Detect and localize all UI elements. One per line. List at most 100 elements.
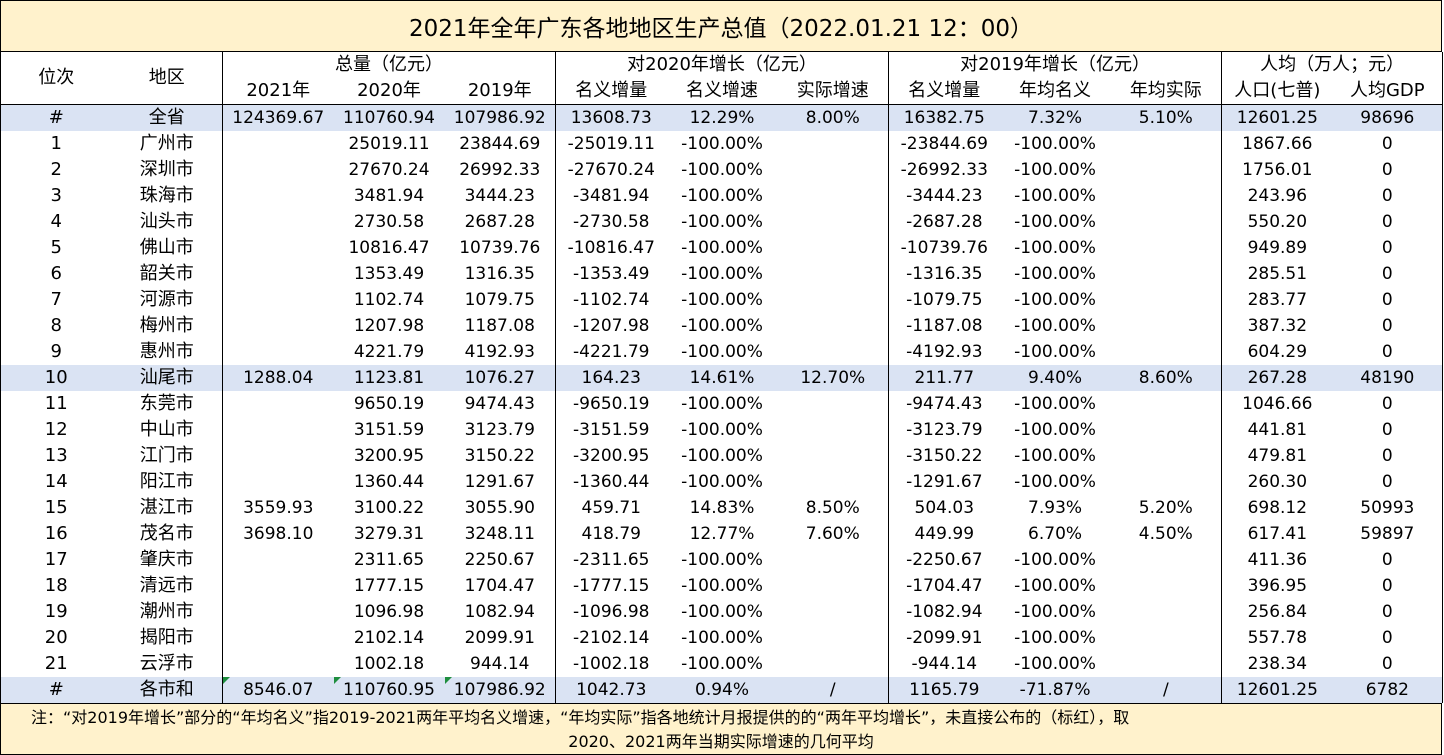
cell-value[interactable]: -2250.67 xyxy=(906,550,983,570)
header-col-2020[interactable]: 2020年 xyxy=(333,78,445,105)
cell-value[interactable] xyxy=(223,339,334,365)
cell-region[interactable]: 深圳市 xyxy=(111,157,223,183)
cell-value[interactable] xyxy=(223,131,334,157)
cell-value[interactable]: 6782 xyxy=(1332,677,1444,703)
cell-value[interactable]: 0 xyxy=(1332,235,1444,261)
cell-value[interactable]: -23844.69 xyxy=(900,134,988,154)
cell-value[interactable] xyxy=(223,287,334,313)
cell-value[interactable]: 1076.27 xyxy=(444,365,557,391)
cell-value[interactable] xyxy=(223,235,334,261)
cell-value[interactable]: 5.20% xyxy=(1110,495,1223,521)
cell-value[interactable]: -100.00% xyxy=(1014,420,1096,440)
cell-value[interactable]: 3150.22 xyxy=(444,443,557,469)
cell-value[interactable]: -100.00% xyxy=(681,628,763,648)
cell-value[interactable]: 7.60% xyxy=(777,521,890,547)
cell-value[interactable]: 0 xyxy=(1332,547,1444,573)
cell-value[interactable]: -1360.44 xyxy=(573,472,650,492)
cell-value[interactable] xyxy=(1110,599,1223,625)
cell-value[interactable]: 557.78 xyxy=(1247,628,1308,648)
cell-value[interactable]: -100.00% xyxy=(681,576,763,596)
cell-value[interactable]: -1082.94 xyxy=(906,602,983,622)
cell-value[interactable]: -100.00% xyxy=(1014,654,1096,674)
cell-value[interactable] xyxy=(1110,339,1223,365)
cell-value[interactable]: -1187.08 xyxy=(906,316,983,336)
cell-value[interactable]: -2099.91 xyxy=(906,628,983,648)
cell-value[interactable]: 0 xyxy=(1332,443,1444,469)
cell-value[interactable]: -25019.11 xyxy=(567,134,655,154)
cell-value[interactable] xyxy=(777,261,890,287)
cell-value[interactable]: -10816.47 xyxy=(567,238,655,258)
cell-value[interactable]: 27670.24 xyxy=(348,160,430,180)
cell-value[interactable] xyxy=(223,417,334,443)
cell-value[interactable]: -2687.28 xyxy=(906,212,983,232)
cell-value[interactable]: 459.71 xyxy=(581,498,641,518)
cell-rank[interactable]: 10 xyxy=(0,365,112,391)
cell-value[interactable] xyxy=(777,157,890,183)
cell-value[interactable]: -100.00% xyxy=(681,134,763,154)
cell-value[interactable]: 12601.25 xyxy=(1221,104,1333,131)
cell-value[interactable] xyxy=(777,131,890,157)
cell-value[interactable]: -100.00% xyxy=(1014,576,1096,596)
cell-rank[interactable]: 2 xyxy=(0,157,112,183)
cell-region[interactable]: 肇庆市 xyxy=(111,547,223,573)
cell-rank[interactable]: 13 xyxy=(0,443,112,469)
cell-value[interactable]: 243.96 xyxy=(1247,186,1308,206)
cell-value[interactable]: 1002.18 xyxy=(353,654,425,674)
cell-value[interactable]: 0 xyxy=(1332,209,1444,235)
cell-value[interactable]: 449.99 xyxy=(914,524,975,544)
cell-value[interactable]: 14.83% xyxy=(689,498,755,518)
cell-value[interactable]: 4.50% xyxy=(1110,521,1223,547)
cell-region[interactable]: 汕头市 xyxy=(111,209,223,235)
cell-value[interactable]: 3200.95 xyxy=(353,446,425,466)
cell-value[interactable]: 4192.93 xyxy=(444,339,557,365)
cell-value[interactable]: -100.00% xyxy=(681,238,763,258)
cell-value[interactable] xyxy=(223,157,334,183)
cell-value[interactable]: 124369.67 xyxy=(222,104,334,131)
cell-value[interactable]: 604.29 xyxy=(1247,342,1308,362)
header-col-nominal-rate-2020[interactable]: 名义增速 xyxy=(666,78,778,105)
cell-region[interactable]: 湛江市 xyxy=(111,495,223,521)
cell-value[interactable]: 944.14 xyxy=(444,651,557,677)
cell-value[interactable] xyxy=(777,391,890,417)
cell-region[interactable]: 佛山市 xyxy=(111,235,223,261)
cell-value[interactable]: 1756.01 xyxy=(1242,160,1313,180)
cell-rank[interactable]: 11 xyxy=(0,391,112,417)
cell-region[interactable]: 惠州市 xyxy=(111,339,223,365)
cell-region[interactable]: 潮州市 xyxy=(111,599,223,625)
cell-value[interactable]: -100.00% xyxy=(1014,186,1096,206)
cell-rank[interactable]: 14 xyxy=(0,469,112,495)
cell-region[interactable]: 广州市 xyxy=(111,131,223,157)
cell-rank[interactable]: 6 xyxy=(0,261,112,287)
cell-value[interactable]: -3123.79 xyxy=(906,420,983,440)
cell-value[interactable]: 3055.90 xyxy=(444,495,557,521)
cell-value[interactable] xyxy=(1110,209,1223,235)
cell-value[interactable]: 396.95 xyxy=(1247,576,1308,596)
cell-region[interactable]: 珠海市 xyxy=(111,183,223,209)
cell-value[interactable]: -100.00% xyxy=(681,602,763,622)
cell-rank[interactable]: 20 xyxy=(0,625,112,651)
cell-rank[interactable]: 21 xyxy=(0,651,112,677)
cell-value[interactable]: 107986.92 xyxy=(444,677,557,703)
cell-value[interactable]: 2730.58 xyxy=(353,212,425,232)
cell-value[interactable]: -100.00% xyxy=(681,654,763,674)
cell-value[interactable]: 1123.81 xyxy=(333,365,445,391)
cell-value[interactable]: 418.79 xyxy=(581,524,641,544)
cell-rank[interactable]: 4 xyxy=(0,209,112,235)
cell-value[interactable]: -4221.79 xyxy=(573,342,650,362)
cell-rank[interactable]: 3 xyxy=(0,183,112,209)
cell-value[interactable]: 0 xyxy=(1332,183,1444,209)
cell-value[interactable]: 1079.75 xyxy=(444,287,557,313)
cell-rank[interactable]: 16 xyxy=(0,521,112,547)
cell-value[interactable]: 10816.47 xyxy=(348,238,430,258)
cell-rank[interactable]: 1 xyxy=(0,131,112,157)
cell-value[interactable]: -100.00% xyxy=(1014,238,1096,258)
cell-value[interactable]: -100.00% xyxy=(681,316,763,336)
header-col-population[interactable]: 人口(七普) xyxy=(1221,78,1333,105)
cell-value[interactable] xyxy=(777,235,890,261)
cell-value[interactable] xyxy=(1110,235,1223,261)
cell-value[interactable] xyxy=(777,573,890,599)
cell-value[interactable]: 1316.35 xyxy=(444,261,557,287)
cell-value[interactable]: 1082.94 xyxy=(444,599,557,625)
cell-value[interactable] xyxy=(1110,417,1223,443)
cell-value[interactable]: -4192.93 xyxy=(906,342,983,362)
